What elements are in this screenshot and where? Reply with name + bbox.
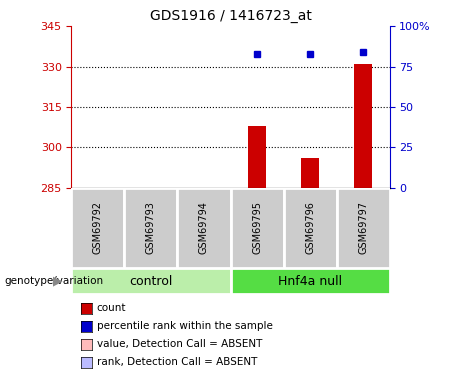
Text: rank, Detection Call = ABSENT: rank, Detection Call = ABSENT (97, 357, 257, 367)
Bar (301, 158, 319, 188)
Text: percentile rank within the sample: percentile rank within the sample (97, 321, 273, 331)
FancyBboxPatch shape (337, 188, 390, 268)
Text: control: control (129, 275, 173, 288)
Text: GSM69796: GSM69796 (305, 201, 315, 254)
Text: GSM69797: GSM69797 (358, 201, 368, 254)
Bar (354, 64, 372, 188)
Text: ▶: ▶ (53, 275, 62, 288)
FancyBboxPatch shape (177, 188, 230, 268)
Text: GDS1916 / 1416723_at: GDS1916 / 1416723_at (149, 9, 312, 23)
FancyBboxPatch shape (230, 188, 284, 268)
Text: GSM69792: GSM69792 (93, 201, 103, 254)
Bar (248, 126, 266, 188)
FancyBboxPatch shape (71, 268, 230, 294)
Text: GSM69794: GSM69794 (199, 201, 209, 254)
Text: count: count (97, 303, 126, 313)
Text: GSM69795: GSM69795 (252, 201, 262, 254)
FancyBboxPatch shape (230, 268, 390, 294)
Text: value, Detection Call = ABSENT: value, Detection Call = ABSENT (97, 339, 262, 349)
Text: GSM69793: GSM69793 (146, 201, 156, 254)
FancyBboxPatch shape (124, 188, 177, 268)
Text: genotype/variation: genotype/variation (5, 276, 104, 286)
FancyBboxPatch shape (71, 188, 124, 268)
FancyBboxPatch shape (284, 188, 337, 268)
Text: Hnf4a null: Hnf4a null (278, 275, 342, 288)
